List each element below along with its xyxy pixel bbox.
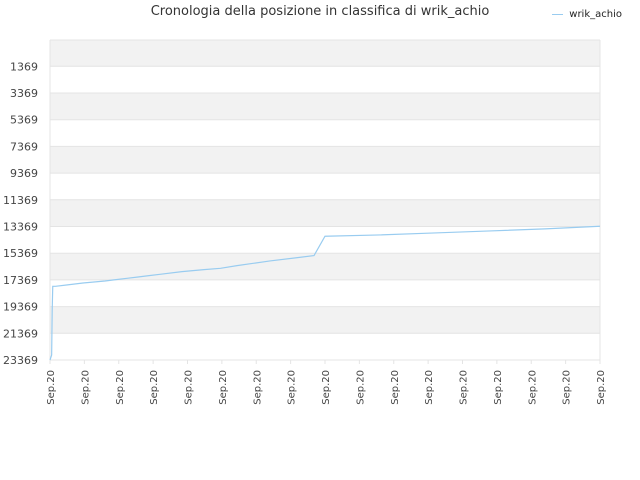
y-tick-label: 23369 bbox=[3, 354, 38, 367]
x-tick-label: Sep.20 bbox=[115, 370, 126, 405]
legend[interactable]: wrik_achio bbox=[552, 9, 622, 20]
x-tick-label: Sep.20 bbox=[46, 370, 57, 405]
x-tick-label: Sep.20 bbox=[424, 370, 435, 405]
x-tick-label: Sep.20 bbox=[80, 370, 91, 405]
series-line-wrik_achio bbox=[49, 225, 601, 361]
x-tick-label: Sep.20 bbox=[149, 370, 160, 405]
y-tick-label: 1369 bbox=[10, 60, 38, 73]
x-tick-label: Sep.20 bbox=[355, 370, 366, 405]
y-tick-label: 15369 bbox=[3, 247, 38, 260]
x-tick-label: Sep.20 bbox=[596, 370, 607, 405]
legend-line-swatch bbox=[552, 14, 564, 15]
grid-band bbox=[50, 199, 600, 227]
y-tick-label: 7369 bbox=[10, 140, 38, 153]
y-tick-label: 9369 bbox=[10, 167, 38, 180]
x-tick-label: Sep.20 bbox=[287, 370, 298, 405]
x-tick-label: Sep.20 bbox=[184, 370, 195, 405]
legend-label: wrik_achio bbox=[569, 9, 622, 20]
x-tick-label: Sep.20 bbox=[527, 370, 538, 405]
grid-band bbox=[50, 306, 600, 334]
y-tick-label: 21369 bbox=[3, 327, 38, 340]
x-tick-label: Sep.20 bbox=[562, 370, 573, 405]
chart-title: Cronologia della posizione in classifica… bbox=[150, 4, 490, 19]
y-tick-label: 5369 bbox=[10, 114, 38, 127]
x-tick-label: Sep.20 bbox=[218, 370, 229, 405]
x-tick-label: Sep.20 bbox=[390, 370, 401, 405]
x-tick-label: Sep.20 bbox=[493, 370, 504, 405]
y-tick-label: 3369 bbox=[10, 87, 38, 100]
y-tick-label: 19369 bbox=[3, 301, 38, 314]
grid-band bbox=[50, 146, 600, 174]
grid-band bbox=[50, 92, 600, 120]
x-tick-label: Sep.20 bbox=[459, 370, 470, 405]
grid-band bbox=[50, 40, 600, 67]
x-tick-label: Sep.20 bbox=[321, 370, 332, 405]
y-tick-label: 13369 bbox=[3, 220, 38, 233]
grid-band bbox=[50, 253, 600, 280]
x-tick-label: Sep.20 bbox=[252, 370, 263, 405]
y-tick-label: 11369 bbox=[3, 194, 38, 207]
y-tick-label: 17369 bbox=[3, 274, 38, 287]
